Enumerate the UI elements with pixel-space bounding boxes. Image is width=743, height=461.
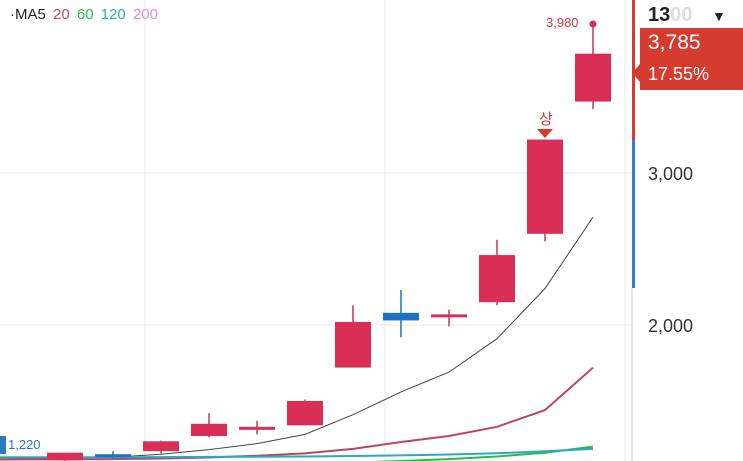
left-price-label: 1,220 bbox=[8, 437, 41, 452]
legend-prefix: ·MA5 bbox=[10, 6, 46, 23]
upper-limit-arrow bbox=[537, 129, 553, 138]
candle-body-2 bbox=[143, 441, 179, 452]
moving-average-lines bbox=[0, 216, 594, 461]
axis-range-bar-blue bbox=[632, 140, 635, 288]
candle-body-6 bbox=[335, 321, 371, 368]
gridlines bbox=[0, 0, 632, 461]
corner-suffix: 00 bbox=[670, 4, 693, 26]
y-tick-label-0: 3,000 bbox=[648, 164, 693, 184]
corner-value: 1300 bbox=[648, 4, 693, 27]
candle-body-7 bbox=[383, 312, 419, 321]
max-price-label: 3,980 bbox=[546, 15, 579, 30]
candle-body-3 bbox=[191, 423, 227, 436]
y-tick-label-1: 2,000 bbox=[648, 316, 693, 336]
ma-line-5 bbox=[0, 216, 594, 460]
corner-number: 13 bbox=[648, 4, 671, 26]
candle-body-1 bbox=[95, 454, 131, 458]
current-price-tag: 3,785 17.55% bbox=[632, 28, 743, 90]
candle-body-10 bbox=[527, 139, 563, 234]
candle-body-5 bbox=[287, 401, 323, 426]
dropdown-arrow-icon[interactable]: ▼ bbox=[712, 8, 726, 24]
candle-body-11 bbox=[575, 53, 611, 102]
candle-body-4 bbox=[239, 426, 275, 430]
candle-body-0 bbox=[47, 452, 83, 461]
candle-body-9 bbox=[479, 255, 515, 303]
current-price: 3,785 bbox=[648, 31, 701, 54]
candles bbox=[0, 20, 611, 461]
legend-item-ma200: 200 bbox=[132, 6, 158, 23]
legend-item-ma120: 120 bbox=[100, 6, 126, 23]
change-percent: 17.55% bbox=[648, 64, 710, 84]
ma-line-120 bbox=[0, 447, 594, 459]
legend-item-ma60: 60 bbox=[76, 6, 94, 23]
ma-line-20 bbox=[0, 366, 594, 461]
candle-body-8 bbox=[431, 314, 467, 318]
ma-legend: ·MA5 20 60 120 200 bbox=[10, 6, 161, 23]
max-price-dot bbox=[589, 20, 597, 28]
upper-limit-marker: 상 bbox=[539, 111, 553, 128]
left-price-marker bbox=[0, 436, 6, 454]
max-price-value: 3,980 bbox=[546, 15, 579, 30]
legend-item-ma20: 20 bbox=[53, 6, 70, 23]
ma-line-60 bbox=[370, 445, 594, 461]
